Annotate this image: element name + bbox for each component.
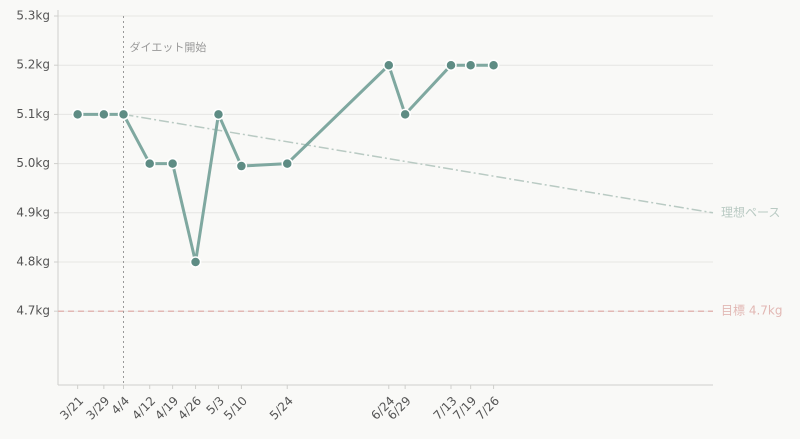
x-tick-label: 3/21 (57, 394, 86, 423)
pace-label: 理想ペース (721, 204, 780, 219)
data-point (98, 108, 110, 121)
x-tick-label: 7/19 (450, 394, 479, 423)
data-point (71, 108, 84, 121)
data-point (235, 160, 248, 172)
x-tick-label: 4/12 (129, 394, 158, 423)
pace-line (123, 113, 714, 214)
x-tick-label: 4/4 (109, 394, 133, 418)
data-point (212, 108, 225, 121)
x-tick-label: 5/24 (267, 394, 296, 423)
data-point (487, 59, 500, 71)
data-point (143, 157, 156, 170)
data-point (117, 108, 130, 121)
data-point (189, 256, 202, 268)
data-point (281, 157, 293, 170)
data-point (383, 59, 395, 71)
x-tick-label: 4/19 (152, 394, 181, 423)
data-line (77, 63, 494, 264)
x-tick-label: 7/26 (473, 394, 502, 423)
data-point (166, 157, 179, 170)
y-tick-label: 4.7kg (16, 304, 50, 318)
data-point (445, 59, 457, 71)
x-tick-label: 4/26 (175, 394, 204, 423)
y-tick-label: 4.8kg (16, 255, 50, 269)
y-tick-label: 5.1kg (16, 107, 50, 121)
annotation-label: ダイエット開始 (130, 40, 207, 54)
y-tick-label: 5.2kg (16, 58, 50, 72)
x-tick-label: 5/10 (221, 394, 250, 423)
data-point (464, 59, 477, 71)
data-point (399, 108, 411, 121)
y-tick-label: 5.3kg (16, 9, 50, 23)
y-tick-label: 4.9kg (16, 205, 50, 219)
target-label: 目標 4.7kg (721, 304, 782, 318)
y-tick-label: 5.0kg (16, 156, 50, 170)
